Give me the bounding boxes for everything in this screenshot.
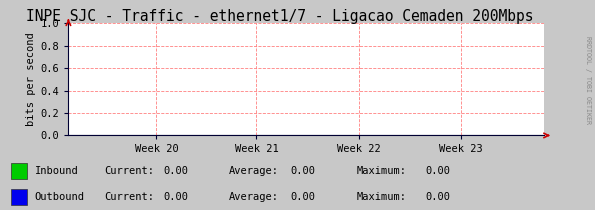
- Text: Current:: Current:: [104, 192, 154, 202]
- Text: 0.00: 0.00: [290, 165, 315, 176]
- Text: 0.00: 0.00: [425, 192, 450, 202]
- Text: Maximum:: Maximum:: [357, 192, 407, 202]
- Text: 0.00: 0.00: [164, 165, 189, 176]
- Text: 0.00: 0.00: [425, 165, 450, 176]
- Text: INPE SJC - Traffic - ethernet1/7 - Ligacao Cemaden 200Mbps: INPE SJC - Traffic - ethernet1/7 - Ligac…: [26, 9, 533, 24]
- Text: Outbound: Outbound: [35, 192, 84, 202]
- Text: 0.00: 0.00: [164, 192, 189, 202]
- Text: Average:: Average:: [229, 192, 279, 202]
- Y-axis label: bits per second: bits per second: [27, 32, 36, 126]
- Text: Current:: Current:: [104, 165, 154, 176]
- Text: Average:: Average:: [229, 165, 279, 176]
- Text: 0.00: 0.00: [290, 192, 315, 202]
- Text: Inbound: Inbound: [35, 165, 79, 176]
- Text: RRDTOOL / TOBI OETIKER: RRDTOOL / TOBI OETIKER: [585, 36, 591, 124]
- Text: Maximum:: Maximum:: [357, 165, 407, 176]
